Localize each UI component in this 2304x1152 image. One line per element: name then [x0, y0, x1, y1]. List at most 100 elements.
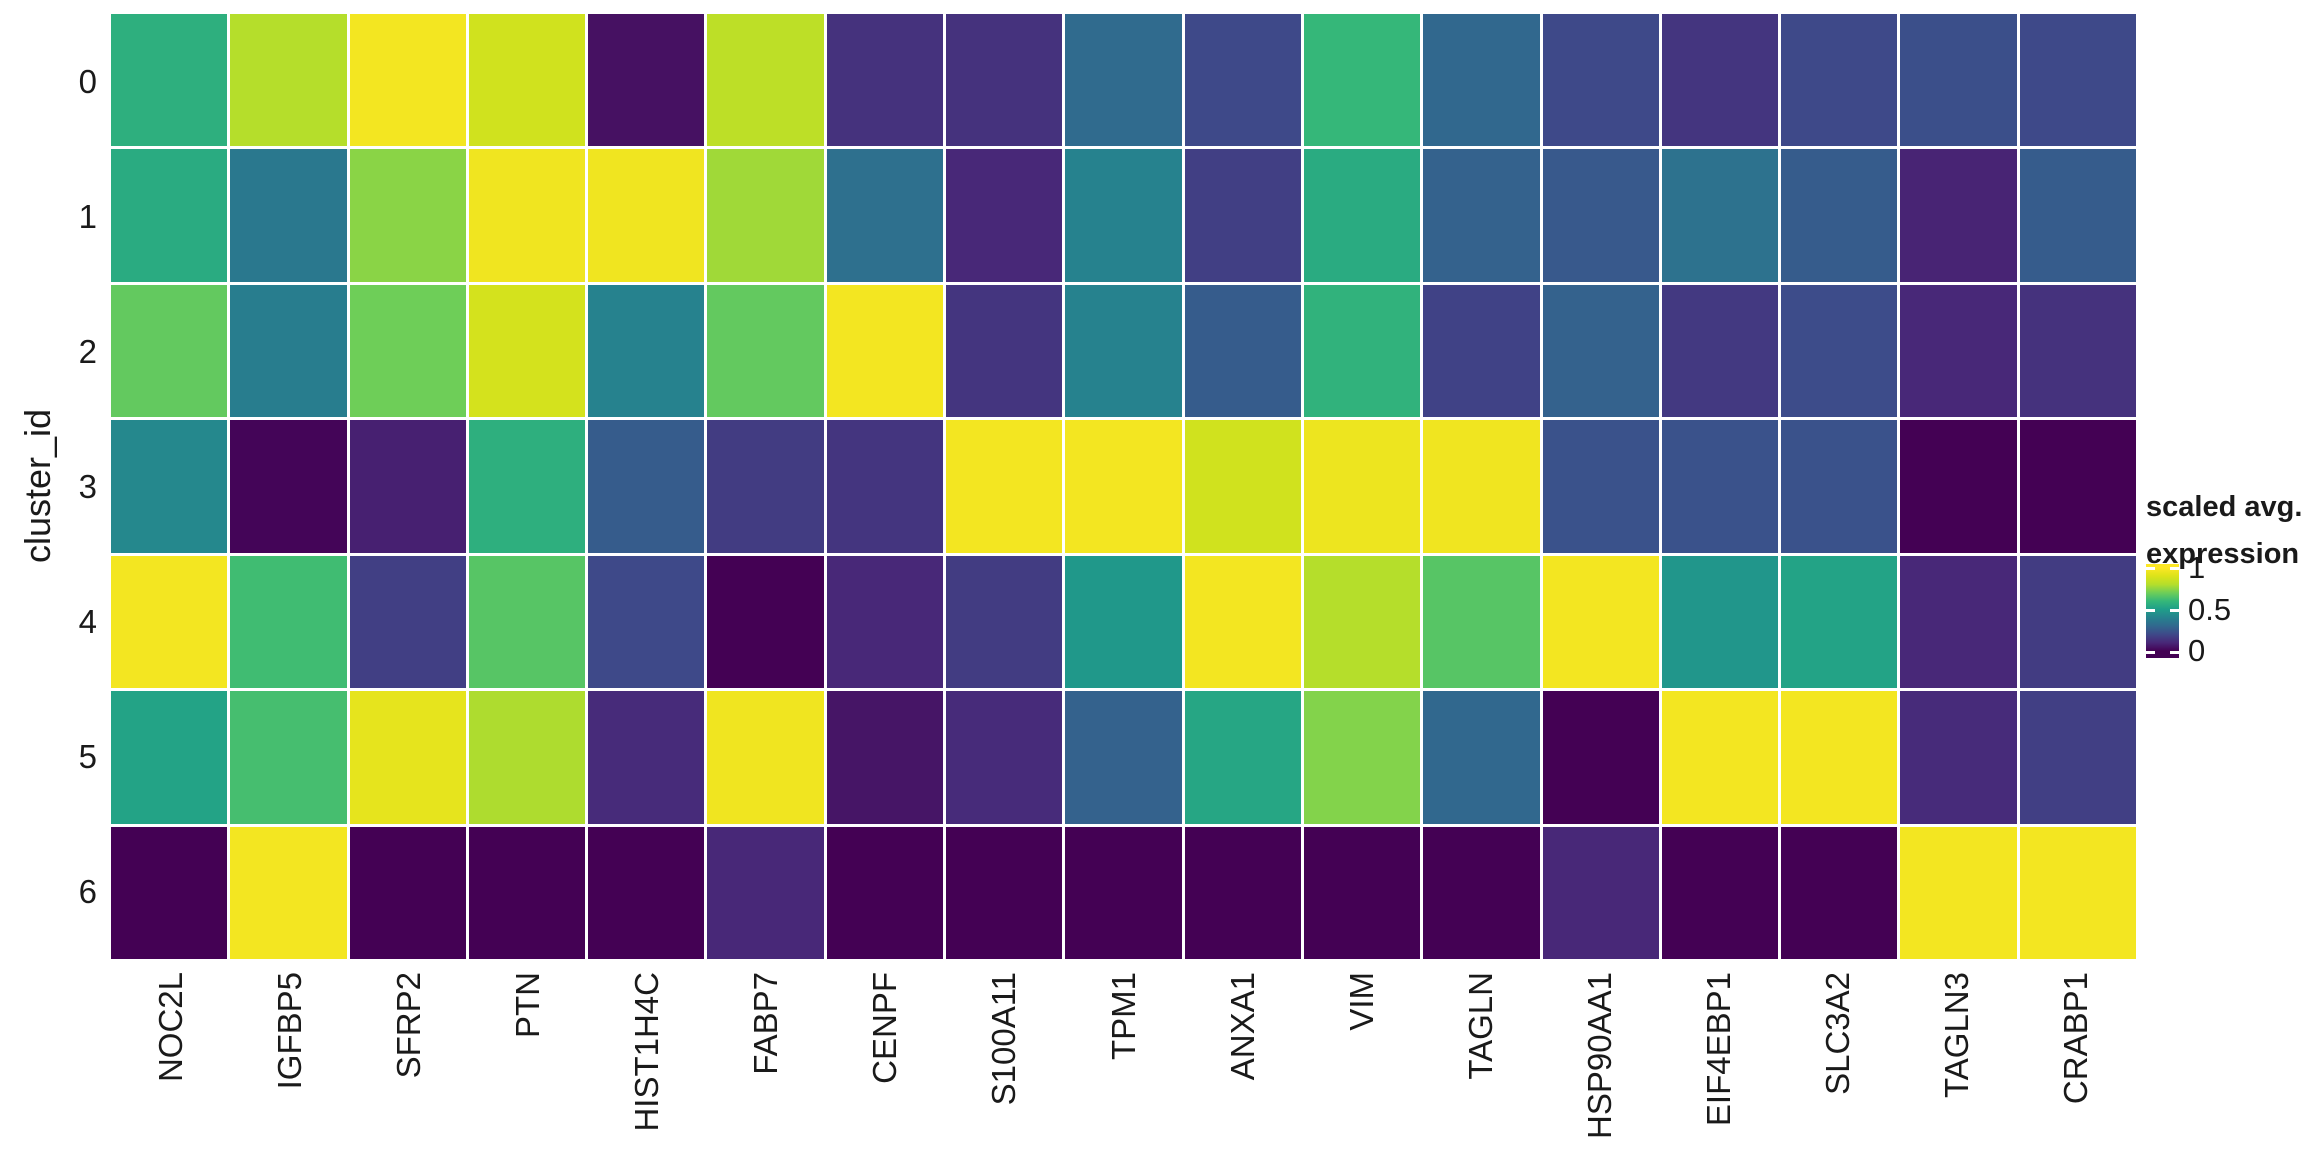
heatmap-cell — [1661, 284, 1779, 418]
x-tick-label: CRABP1 — [2016, 972, 2136, 1150]
legend-tick-label: 1 — [2188, 550, 2206, 585]
heatmap-cell — [707, 826, 824, 959]
heatmap-cell — [230, 691, 347, 824]
heatmap-cell — [1184, 149, 1301, 282]
heatmap-cell — [707, 149, 824, 282]
colorbar-tick-mark — [2146, 567, 2155, 570]
heatmap-cell — [468, 420, 586, 553]
heatmap-cell — [1184, 691, 1301, 824]
heatmap-cell — [230, 149, 347, 282]
x-tick-label-text: TAGLN — [1461, 972, 1499, 1080]
heatmap-cell — [1065, 149, 1182, 282]
y-tick-label: 4 — [78, 602, 97, 640]
heatmap-cell — [1423, 691, 1540, 824]
x-tick-label-text: NOC2L — [151, 972, 189, 1083]
colorbar-tick-mark — [2170, 567, 2179, 570]
heatmap-cell — [1661, 691, 1779, 824]
heatmap-cell — [111, 149, 228, 282]
x-tick-label: TPM1 — [1064, 972, 1184, 1150]
heatmap-cell — [111, 555, 228, 689]
heatmap-cell — [349, 149, 466, 282]
x-tick-label: TAGLN — [1421, 972, 1541, 1150]
heatmap-cell — [1423, 284, 1540, 418]
x-tick-label: EIF4EBP1 — [1659, 972, 1779, 1150]
heatmap-cell — [1423, 14, 1540, 147]
heatmap-cell — [1900, 691, 2017, 824]
heatmap-cell — [1542, 826, 1659, 959]
heatmap-cell — [468, 149, 586, 282]
heatmap-cell — [468, 14, 586, 147]
heatmap-cell — [588, 420, 705, 553]
heatmap-cell — [468, 826, 586, 959]
x-tick-label-text: FABP7 — [747, 972, 785, 1075]
x-tick-label: PTN — [468, 972, 588, 1150]
heatmap-cell — [1542, 149, 1659, 282]
heatmap-cell — [1661, 420, 1779, 553]
heatmap-cell — [1661, 149, 1779, 282]
heatmap-cell — [707, 14, 824, 147]
heatmap-cell — [349, 420, 466, 553]
heatmap-cell — [1303, 420, 1421, 553]
heatmap-cell — [588, 284, 705, 418]
x-tick-label-text: TPM1 — [1104, 972, 1142, 1061]
x-tick-label: HIST1H4C — [587, 972, 707, 1150]
heatmap-cell — [826, 555, 944, 689]
heatmap-cell — [1661, 555, 1779, 689]
heatmap-cell — [468, 555, 586, 689]
x-tick-label-text: VIM — [1342, 972, 1380, 1031]
heatmap-cell — [1303, 284, 1421, 418]
heatmap-cell — [1781, 284, 1898, 418]
heatmap-cell — [946, 555, 1063, 689]
heatmap-cell — [1184, 420, 1301, 553]
x-tick-label-text: CENPF — [866, 972, 904, 1084]
heatmap-cell — [2019, 420, 2136, 553]
heatmap-cell — [826, 826, 944, 959]
heatmap-cell — [230, 284, 347, 418]
heatmap-cell — [1423, 420, 1540, 553]
y-tick-label: 3 — [78, 467, 97, 505]
heatmap-cell — [1661, 826, 1779, 959]
x-tick-label: S100A11 — [944, 972, 1064, 1150]
y-tick-label: 6 — [78, 872, 97, 910]
heatmap-cell — [1781, 826, 1898, 959]
heatmap-cell — [826, 149, 944, 282]
heatmap-cell — [349, 691, 466, 824]
heatmap-cell — [1303, 149, 1421, 282]
x-tick-label-text: PTN — [508, 972, 546, 1038]
heatmap-cell — [1542, 14, 1659, 147]
x-tick-label: HSP90AA1 — [1540, 972, 1660, 1150]
heatmap-cell — [588, 149, 705, 282]
heatmap-cell — [946, 149, 1063, 282]
colorbar-tick-mark — [2170, 651, 2179, 654]
heatmap-cell — [946, 420, 1063, 553]
heatmap-cell — [111, 420, 228, 553]
colorbar-tick-mark — [2170, 609, 2179, 612]
heatmap-cell — [1303, 691, 1421, 824]
heatmap-cell — [2019, 14, 2136, 147]
heatmap-cell — [1542, 691, 1659, 824]
heatmap-cell — [1781, 149, 1898, 282]
heatmap-cell — [349, 555, 466, 689]
heatmap-cell — [1900, 284, 2017, 418]
heatmap-cell — [707, 420, 824, 553]
heatmap-cell — [1781, 555, 1898, 689]
x-tick-label: IGFBP5 — [230, 972, 350, 1150]
heatmap-cell — [230, 14, 347, 147]
heatmap-cell — [1542, 555, 1659, 689]
colorbar-tick-mark — [2146, 609, 2155, 612]
heatmap-cell — [1065, 691, 1182, 824]
legend-colorbar — [2146, 564, 2179, 658]
x-tick-label: FABP7 — [706, 972, 826, 1150]
x-tick-label-text: S100A11 — [985, 972, 1023, 1106]
heatmap-cell — [1542, 420, 1659, 553]
heatmap-cell — [1781, 14, 1898, 147]
x-tick-label-text: HSP90AA1 — [1580, 972, 1618, 1139]
x-tick-label: SLC3A2 — [1778, 972, 1898, 1150]
heatmap-cell — [230, 826, 347, 959]
heatmap-cell — [1423, 149, 1540, 282]
heatmap-cell — [707, 691, 824, 824]
x-tick-label-text: ANXA1 — [1223, 972, 1261, 1081]
y-tick-label: 5 — [78, 737, 97, 775]
heatmap-cell — [111, 691, 228, 824]
heatmap-cell — [1184, 826, 1301, 959]
